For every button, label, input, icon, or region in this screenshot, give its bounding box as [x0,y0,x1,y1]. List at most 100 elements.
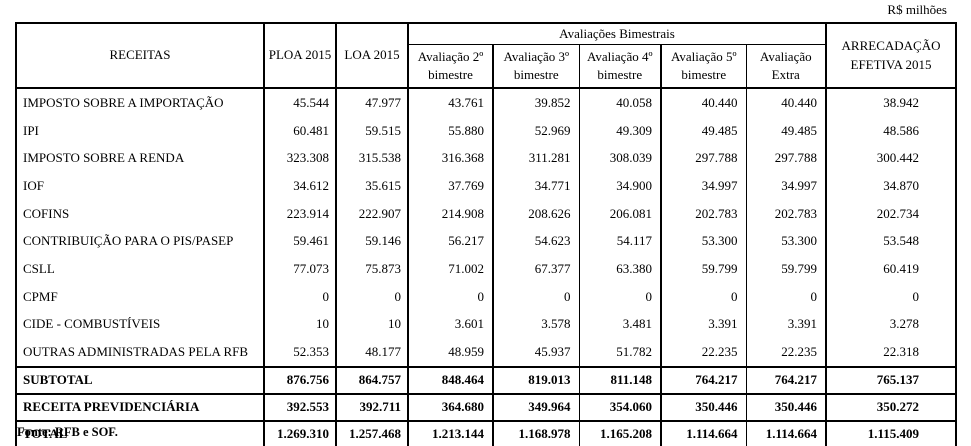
total-row: RECEITA PREVIDENCIÁRIA 392.553 392.711 364.… [16,392,957,421]
value-cell: 38.942 [825,88,957,117]
value-cell: 34.612 [263,172,336,200]
value-cell: 48.586 [825,116,957,145]
table-row: IPI 60.481 59.515 55.880 52.969 49.309 49.485 4… [16,116,957,145]
header-group-row: RECEITAS PLOA 2015 LOA 2015 Avaliações B… [16,23,957,89]
table-row: CONTRIBUIÇÃO PARA O PIS/PASEP 59.461 59.14… [16,227,957,256]
value-cell: 811.148 [578,365,661,394]
table-row: OUTRAS ADMINISTRADAS PELA RFB 52.353 48.17… [16,338,957,367]
value-cell: 49.485 [745,116,827,145]
value-cell: 3.578 [492,310,579,339]
row-label: COFINS [23,205,70,221]
revenue-table: RECEITAS PLOA 2015 LOA 2015 Avaliações B… [15,22,958,446]
column-header-arrecadacao-efetiva: ARRECADAÇÃO EFETIVA 2015 [825,23,957,89]
value-cell: 1.114.664 [745,419,827,446]
value-cell: 10 [335,310,408,339]
row-label: IPI [23,122,39,138]
value-cell: 56.217 [407,227,493,256]
value-cell: 350.446 [660,392,746,421]
value-cell: 67.377 [492,255,579,283]
value-cell: 53.300 [745,227,827,256]
value-cell: 350.272 [825,392,957,421]
value-cell: 45.544 [263,88,336,117]
column-group-avaliacoes-bimestrais: Avaliações Bimestrais [406,23,827,45]
value-cell: 52.969 [492,116,579,145]
value-cell: 0 [492,282,579,311]
value-cell: 10 [263,310,336,339]
value-cell: 71.002 [407,255,493,283]
value-cell: 35.615 [335,172,408,200]
value-cell: 3.391 [660,310,746,339]
table-row: IOF 34.612 35.615 37.769 34.771 34.900 34.997 3… [16,172,957,200]
total-row: SUBTOTAL 876.756 864.757 848.464 819.013 811.… [16,365,957,394]
header-sub-row: Avaliação 2º bimestre Avaliação 3º bimes… [16,44,956,89]
value-cell: 34.870 [825,172,957,200]
value-cell: 350.446 [745,392,827,421]
value-cell: 59.799 [660,255,746,283]
row-label: IOF [23,177,44,193]
value-cell: 0 [745,282,827,311]
value-cell: 208.626 [492,199,579,228]
value-cell: 848.464 [407,365,493,394]
row-label: CSLL [23,260,55,276]
value-cell: 354.060 [578,392,661,421]
value-cell: 59.799 [745,255,827,283]
value-cell: 202.783 [660,199,746,228]
value-cell: 3.601 [407,310,493,339]
column-header-avaliacao-2-bimestre: Avaliação 2º bimestre [407,44,493,89]
value-cell: 300.442 [825,144,957,173]
table-row: CPMF 0 0 0 0 0 0 0 0 [16,282,957,311]
value-cell: 34.997 [745,172,827,200]
value-cell: 311.281 [492,144,579,173]
value-cell: 0 [263,282,336,311]
value-cell: 59.515 [335,116,408,145]
value-cell: 223.914 [263,199,336,228]
value-cell: 297.788 [745,144,827,173]
value-cell: 3.481 [578,310,661,339]
value-cell: 43.761 [407,88,493,117]
column-header-avaliacao-3-bimestre: Avaliação 3º bimestre [492,44,579,89]
value-cell: 59.461 [263,227,336,256]
value-cell: 764.217 [660,365,746,394]
value-cell: 53.300 [660,227,746,256]
value-cell: 0 [660,282,746,311]
value-cell: 392.711 [335,392,408,421]
value-cell: 364.680 [407,392,493,421]
column-header-loa-2015: LOA 2015 [335,23,408,89]
value-cell: 315.538 [335,144,408,173]
value-cell: 202.783 [745,199,827,228]
value-cell: 40.440 [660,88,746,117]
value-cell: 75.873 [335,255,408,283]
total-row: TOTAL 1.269.310 1.257.468 1.213.144 1.168.97… [16,419,957,446]
value-cell: 34.900 [578,172,661,200]
value-cell: 323.308 [263,144,336,173]
value-cell: 392.553 [263,392,336,421]
value-cell: 49.485 [660,116,746,145]
row-label: TOTAL [16,419,264,446]
value-cell: 214.908 [407,199,493,228]
value-cell: 37.769 [407,172,493,200]
row-label: SUBTOTAL [16,365,264,394]
table-row: CSLL 77.073 75.873 71.002 67.377 63.380 59.799… [16,255,957,283]
table-row: IMPOSTO SOBRE A RENDA 323.308 315.538 316.3… [16,144,957,173]
value-cell: 22.235 [745,338,827,367]
value-cell: 0 [335,282,408,311]
value-cell: 876.756 [263,365,336,394]
value-cell: 39.852 [492,88,579,117]
value-cell: 1.165.208 [578,419,661,446]
column-header-ploa-2015: PLOA 2015 [263,23,336,89]
row-label: CPMF [23,288,58,304]
value-cell: 53.548 [825,227,957,256]
value-cell: 864.757 [335,365,408,394]
value-cell: 59.146 [335,227,408,256]
value-cell: 206.081 [578,199,661,228]
value-cell: 55.880 [407,116,493,145]
value-cell: 52.353 [263,338,336,367]
value-cell: 764.217 [745,365,827,394]
value-cell: 40.058 [578,88,661,117]
table-row: COFINS 223.914 222.907 214.908 208.626 206.08… [16,199,957,228]
table-header: RECEITAS PLOA 2015 LOA 2015 Avaliações B… [16,23,957,89]
value-cell: 297.788 [660,144,746,173]
unit-label: R$ milhões [887,2,947,17]
value-cell: 34.997 [660,172,746,200]
row-label: CIDE - COMBUSTÍVEIS [23,316,161,332]
